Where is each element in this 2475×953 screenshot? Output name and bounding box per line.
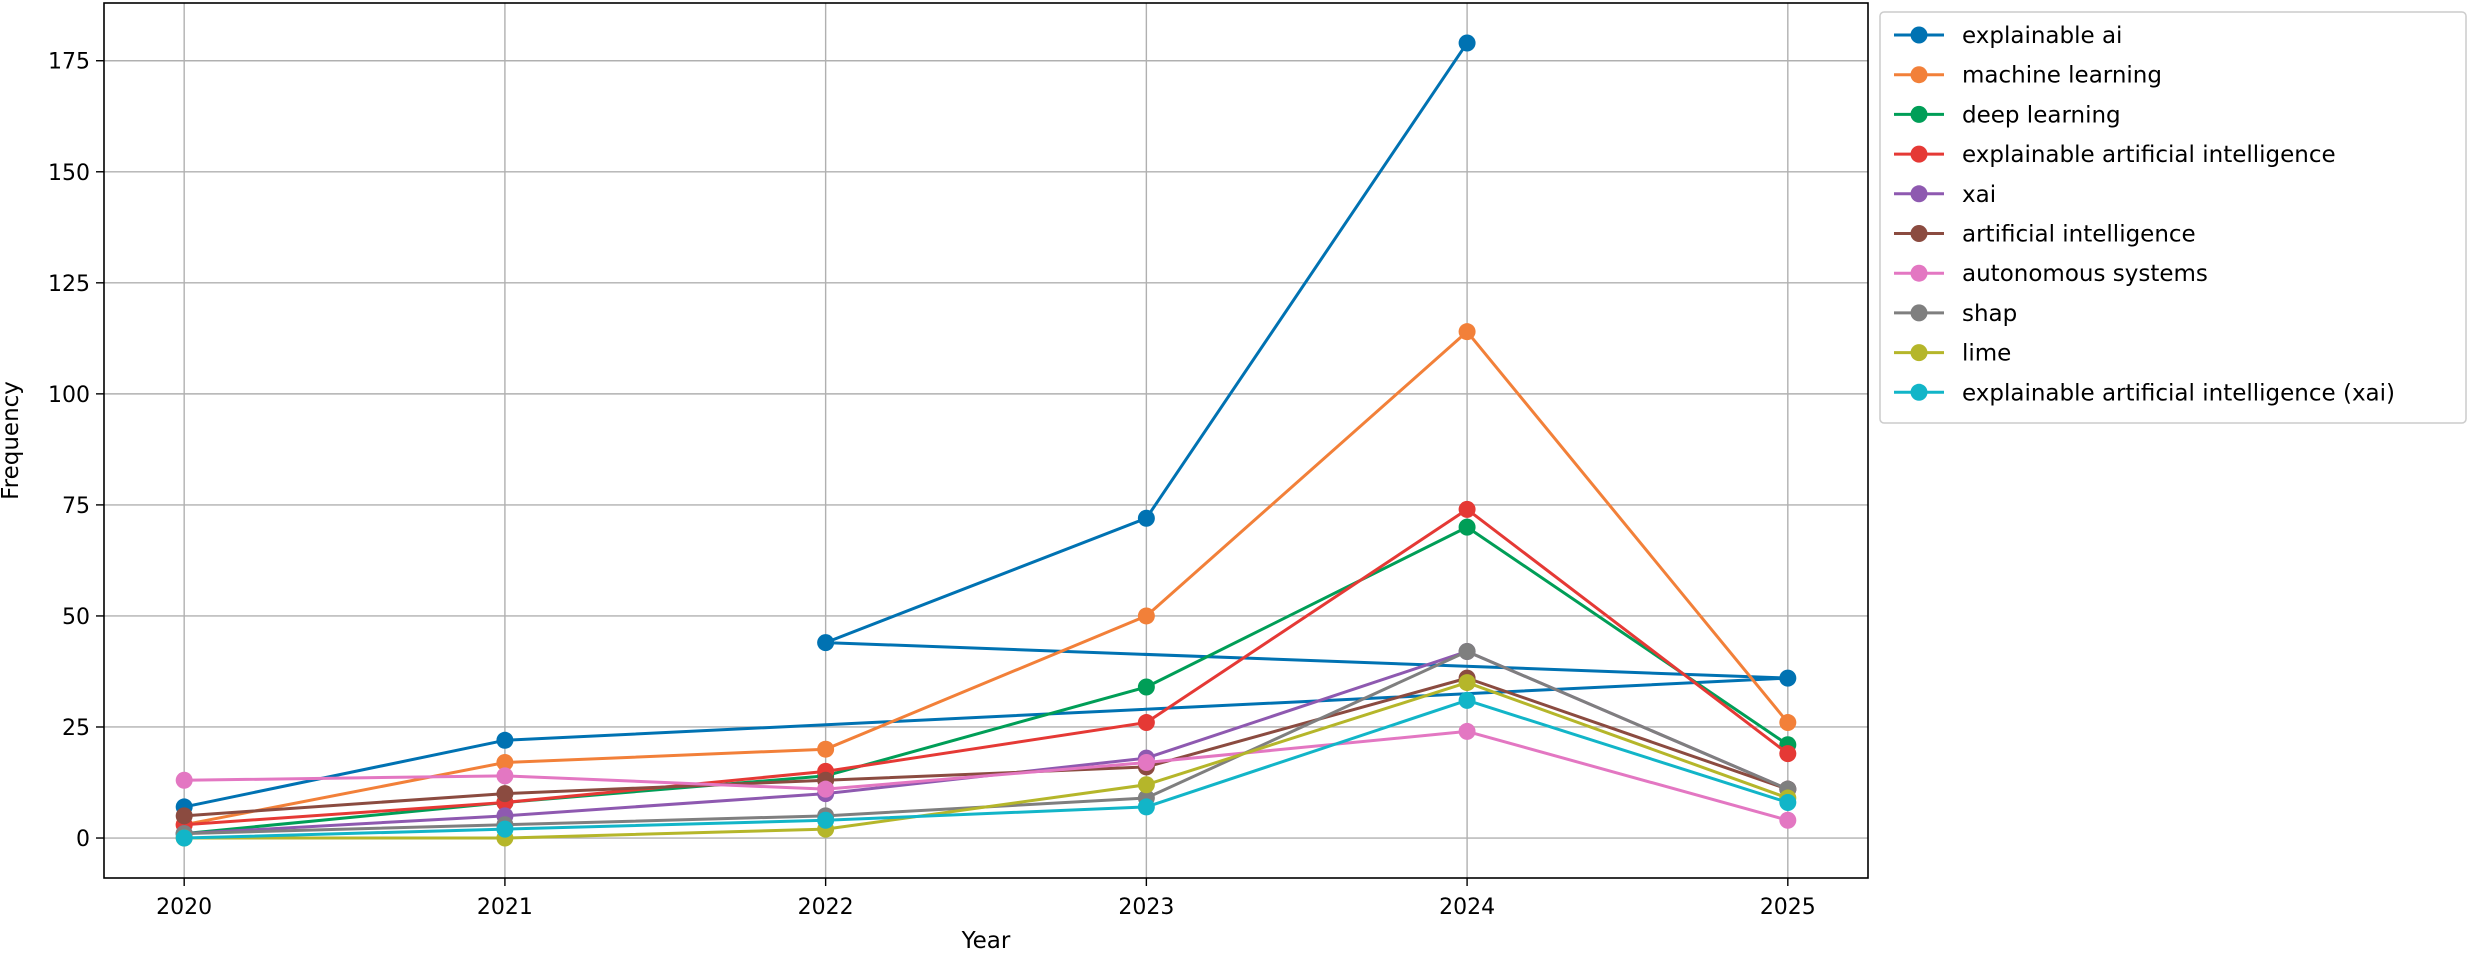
data-point [496, 767, 514, 785]
data-point [1458, 34, 1476, 52]
legend-label: shap [1962, 301, 2017, 327]
data-point [817, 780, 835, 798]
series-line [184, 507, 1789, 827]
x-axis-label: Year [961, 928, 1011, 953]
legend-swatch-marker [1910, 264, 1928, 282]
legend-item: lime [1894, 341, 2011, 367]
legend-label: explainable artificial intelligence (xai… [1962, 380, 2395, 406]
legend-label: xai [1962, 182, 1996, 208]
data-point [1137, 607, 1155, 625]
data-point [1137, 509, 1155, 527]
x-tick-label: 2021 [477, 895, 533, 920]
data-point [817, 634, 835, 652]
series-0 [175, 34, 1797, 816]
data-point [496, 754, 514, 772]
series-9 [175, 691, 1797, 847]
y-tick-label: 25 [62, 716, 90, 741]
data-point [1458, 674, 1476, 692]
data-point [1458, 518, 1476, 536]
data-point [1779, 714, 1797, 732]
legend-label: explainable ai [1962, 23, 2122, 49]
legend-label: machine learning [1962, 63, 2162, 89]
data-point [1137, 678, 1155, 696]
data-point [1779, 745, 1797, 763]
series-lines [175, 34, 1797, 847]
legend-label: autonomous systems [1962, 261, 2208, 287]
legend-item: machine learning [1894, 63, 2162, 89]
legend-item: explainable artificial intelligence [1894, 142, 2336, 168]
data-point [1458, 691, 1476, 709]
y-axis-label: Frequency [0, 381, 24, 500]
data-point [817, 811, 835, 829]
data-point [1137, 714, 1155, 732]
legend-swatch-marker [1910, 66, 1928, 84]
y-tick-label: 50 [62, 605, 90, 630]
axis-ticks: 2020 2021 2022 2023 2024 2025 0 25 50 75 100 125 150… [48, 50, 1816, 920]
data-point [1458, 323, 1476, 341]
series-line [183, 42, 1790, 809]
series-line [183, 330, 1789, 827]
grid [104, 3, 1868, 878]
x-tick-label: 2020 [156, 895, 212, 920]
legend-items: explainable ai machine learning deep learn… [1894, 23, 2395, 406]
data-point [1779, 811, 1797, 829]
legend-swatch-marker [1910, 344, 1928, 362]
data-point [817, 740, 835, 758]
data-point [1458, 642, 1476, 660]
legend-swatch-marker [1910, 304, 1928, 322]
data-point [1137, 776, 1155, 794]
y-tick-label: 125 [48, 272, 90, 297]
y-tick-label: 75 [62, 494, 90, 519]
data-point [175, 829, 193, 847]
data-point [1137, 754, 1155, 772]
legend-item: explainable ai [1894, 23, 2122, 49]
data-point [1779, 793, 1797, 811]
data-point [1458, 722, 1476, 740]
legend-item: explainable artificial intelligence (xai… [1894, 380, 2395, 406]
y-tick-label: 100 [48, 383, 90, 408]
x-tick-label: 2025 [1760, 895, 1816, 920]
legend: explainable ai machine learning deep learn… [1879, 11, 2467, 424]
legend-label: artificial intelligence [1962, 222, 2196, 248]
x-tick-label: 2023 [1118, 895, 1174, 920]
legend-item: deep learning [1894, 102, 2121, 128]
data-point [496, 785, 514, 803]
legend-item: autonomous systems [1894, 261, 2208, 287]
series-6 [175, 722, 1797, 829]
legend-swatch-marker [1910, 26, 1928, 44]
series-line [184, 729, 1789, 822]
plot-area-frame [103, 2, 1869, 879]
legend-item: shap [1894, 301, 2017, 327]
data-point [1137, 798, 1155, 816]
data-point [175, 807, 193, 825]
legend-label: deep learning [1962, 102, 2121, 128]
y-tick-label: 175 [48, 50, 90, 75]
legend-swatch-marker [1910, 145, 1928, 163]
data-point [496, 820, 514, 838]
legend-label: explainable artificial intelligence [1962, 142, 2336, 168]
legend-frame [1879, 11, 2467, 424]
x-tick-label: 2022 [798, 895, 854, 920]
legend-item: xai [1894, 182, 1996, 208]
y-tick-label: 150 [48, 161, 90, 186]
legend-item: artificial intelligence [1894, 222, 2196, 248]
series-line [184, 698, 1789, 840]
legend-swatch-marker [1910, 225, 1928, 242]
legend-label: lime [1962, 341, 2011, 367]
y-tick-label: 0 [76, 827, 90, 852]
legend-swatch-marker [1910, 383, 1928, 401]
series-line [184, 676, 1789, 818]
series-line [184, 681, 1789, 840]
data-point [1779, 669, 1797, 687]
data-point [175, 771, 193, 789]
x-tick-label: 2024 [1439, 895, 1495, 920]
data-point [1458, 500, 1476, 518]
legend-swatch-marker [1910, 185, 1928, 203]
data-point [496, 731, 514, 749]
legend-swatch-marker [1910, 105, 1928, 123]
